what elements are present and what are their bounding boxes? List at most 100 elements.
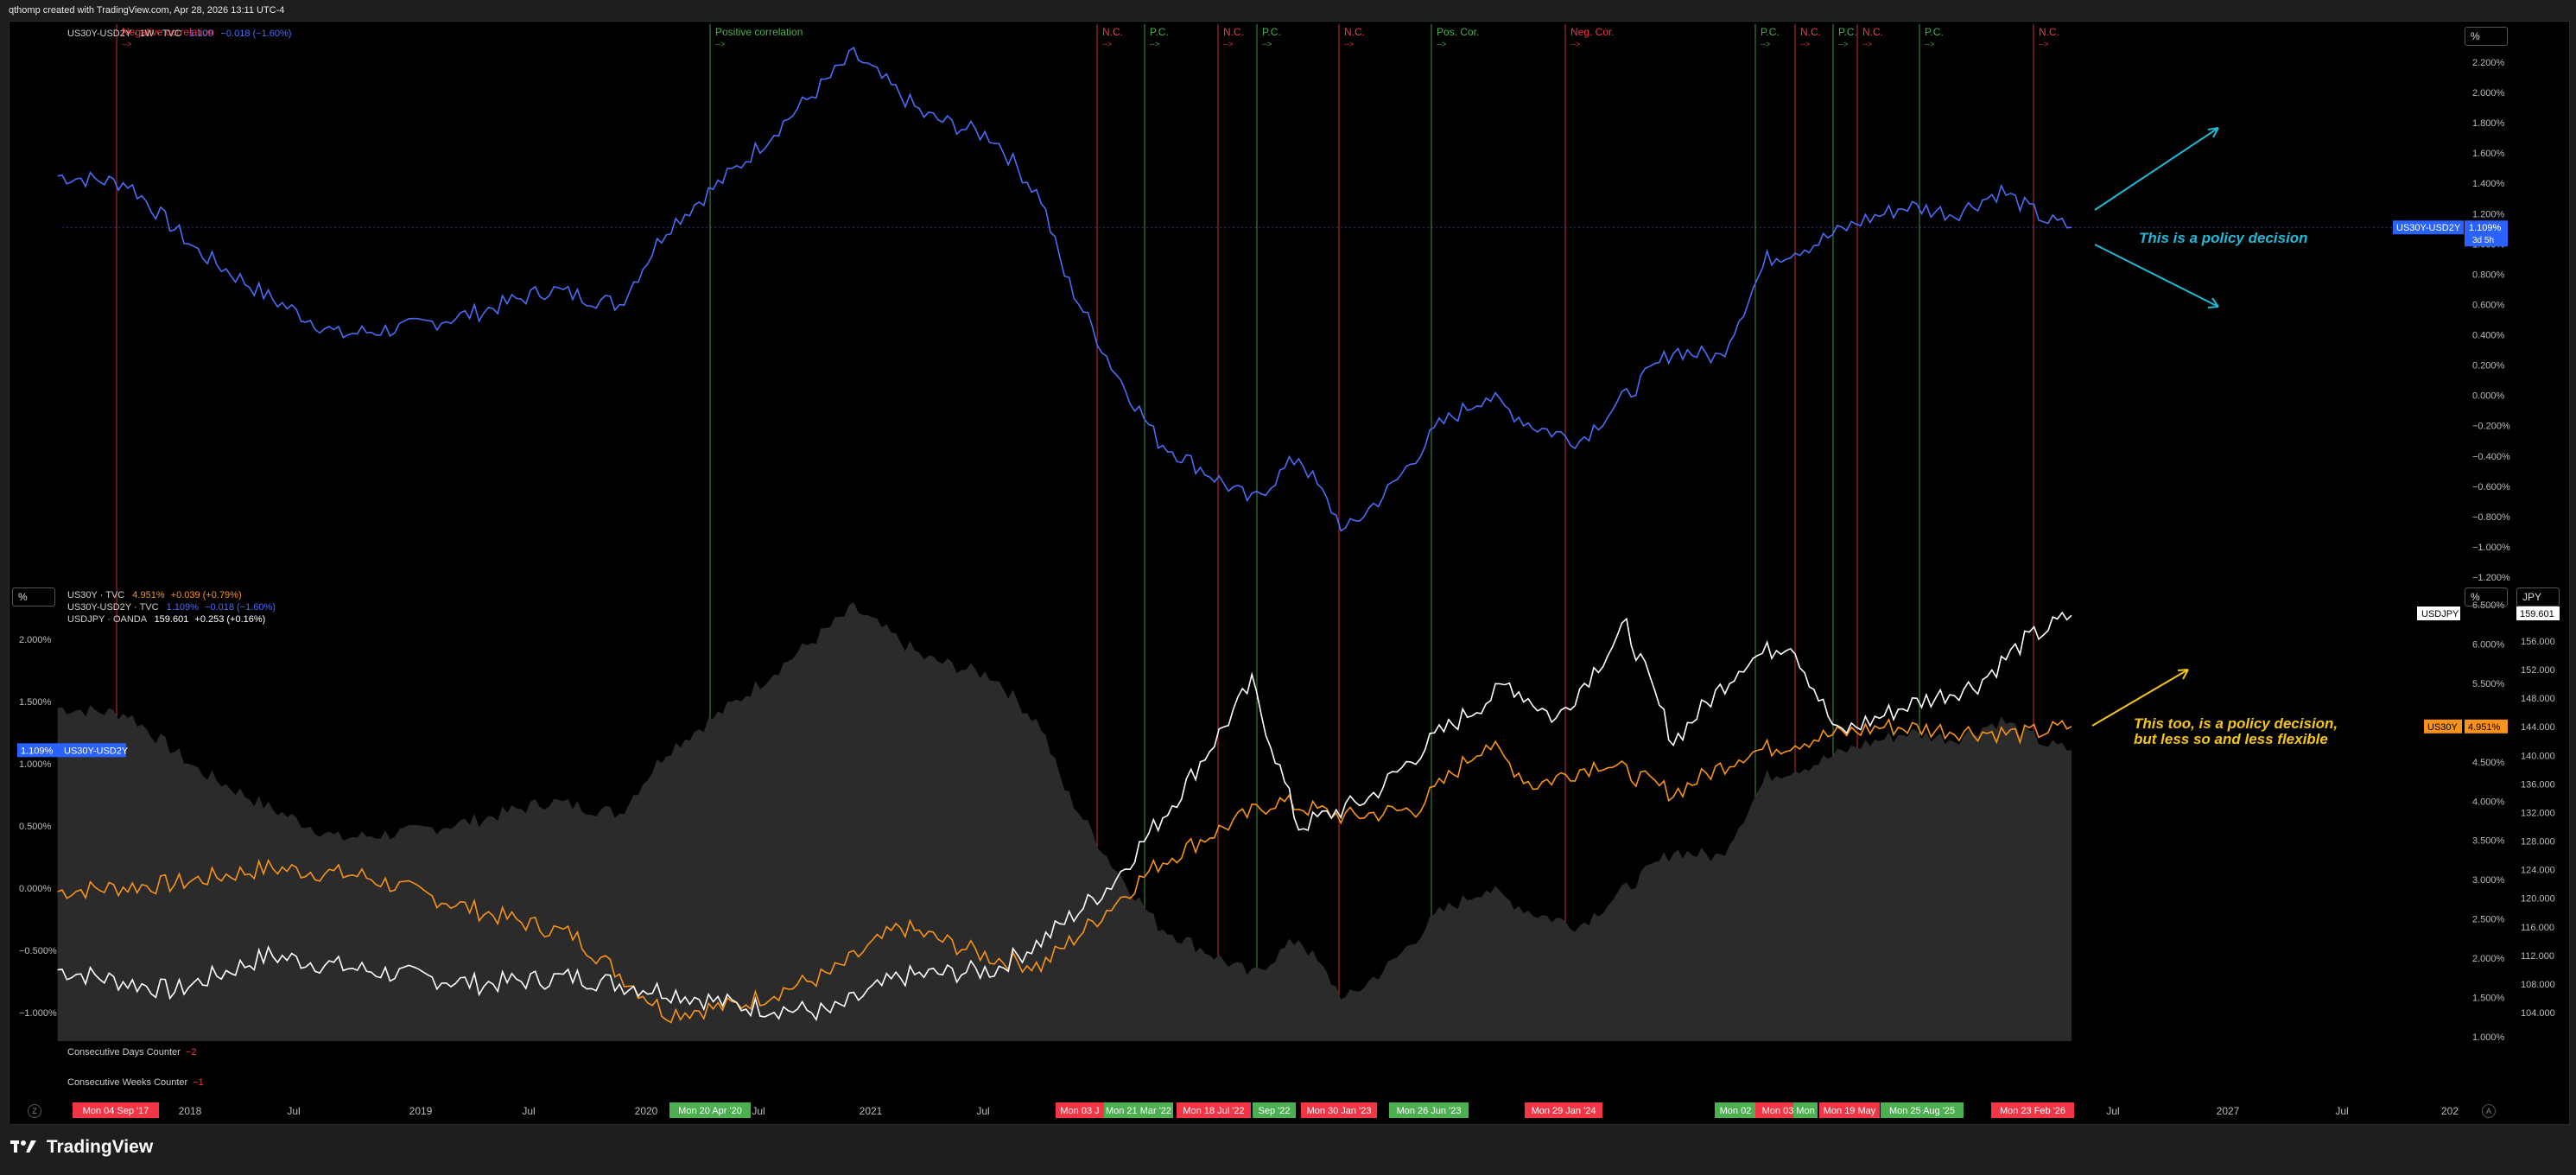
date-tag-bg [669,1102,751,1118]
bottom-left-unit-button[interactable]: % [12,588,55,607]
bottom-legend-row-3: USDJPY · OANDA 159.601 +0.253 (+0.16%) [67,614,266,625]
bottom-right-unit-button[interactable]: % [2465,588,2508,607]
top-axis-label: 0.600% [2472,300,2505,310]
bottom-left-axis-label: 2.000% [19,635,52,645]
bottom-right-pct-label: 4.500% [2472,758,2505,768]
correlation-label: Positive correlation [715,26,803,38]
date-tag: Mon 19 May [1824,1106,1876,1116]
time-axis-label: 2027 [2217,1105,2240,1117]
us30y-tag-bg [2424,719,2462,734]
top-axis-label: 1.200% [2472,209,2505,219]
top-axis-label: 2.000% [2472,88,2505,98]
bottom-right-pct-label: 2.500% [2472,915,2505,925]
chart-header: qthomp created with TradingView.com, Apr… [9,5,285,16]
time-axis-label: Jul [522,1105,535,1117]
date-tag: Mon 18 Jul '22 [1183,1106,1244,1116]
correlation-label: P.C. [1761,26,1780,38]
correlation-label: P.C. [1838,26,1857,38]
date-tag-bg [1104,1102,1173,1118]
annot-arrow-yellow [2091,669,2189,727]
bottom-right-pct-label: 1.500% [2472,994,2505,1004]
correlation-label: N.C. [1102,26,1123,38]
top-axis-label: −0.400% [2472,452,2510,462]
correlation-label: Neg. Cor. [1570,26,1615,38]
bottom-right-pct-label: 5.500% [2472,679,2505,689]
time-axis-label: 2019 [409,1105,433,1117]
date-tag-bg [1177,1102,1251,1118]
date-tag-bg [1301,1102,1377,1118]
spread-tag-label-bg [2393,220,2464,235]
correlation-label: N.C. [2039,26,2059,38]
bottom-right-pct-label: 6.000% [2472,639,2505,650]
bottom-legend-row-1: US30Y · TVC 4.951% +0.039 (+0.79%) [67,590,242,600]
bottom-right-pct-label: 3.000% [2472,875,2505,886]
spread-tag-label: US30Y-USD2Y [2396,223,2461,233]
date-tag: Mon 23 Feb '26 [2000,1106,2065,1116]
time-axis-label: 202 [2441,1105,2459,1117]
usdjpy-tag-label: USDJPY [2421,609,2459,619]
date-tag: Mon 03 [1762,1106,1794,1116]
annotation-line-1: This too, is a policy decision, [2134,715,2338,732]
usdjpy-tag-value: 159.601 [2520,609,2554,619]
correlation-label: P.C. [1262,26,1281,38]
correlation-label: N.C. [1800,26,1821,38]
tradingview-logo: TradingView [10,1137,153,1158]
top-unit-button[interactable]: % [2465,27,2508,46]
date-tag-bg [1991,1102,2074,1118]
bottom-right-jpy-label: 120.000 [2521,894,2555,905]
correlation-arrow: --> [1102,40,1112,48]
bottom-right-jpy-label: 124.000 [2521,866,2555,876]
date-tag: Mon 30 Jan '23 [1307,1106,1372,1116]
correlation-arrow: --> [1262,40,1272,48]
date-tag: Mon 21 Mar '22 [1106,1106,1171,1116]
top-legend: US30Y-USD2Y · 1W · TVC 1.109 −0.018 (−1.… [67,29,292,39]
date-tag: Mon 26 Jun '23 [1397,1106,1462,1116]
bottom-right-jpy-label: 144.000 [2521,722,2555,733]
bottom-right-jpy-label: 128.000 [2521,837,2555,848]
date-tag-bg [1389,1102,1469,1118]
bottom-right-pct-label: 3.500% [2472,836,2505,847]
correlation-arrow: --> [1800,40,1810,48]
top-axis-label: 1.800% [2472,118,2505,129]
annotation-line-2: but less so and less flexible [2134,731,2328,747]
spread-tag-countdown: 3d 5h [2472,236,2494,245]
series-layer [57,46,2462,1024]
top-axis-label: 1.600% [2472,149,2505,159]
correlation-arrow: --> [1150,40,1159,48]
currency-button[interactable]: JPY [2516,588,2560,607]
left-tag-label: US30Y-USD2Y [64,746,129,756]
top-axis-label: −0.200% [2472,422,2510,432]
bottom-right-pct-label: 1.000% [2472,1032,2505,1043]
left-scroll-circle[interactable]: Z [28,1104,41,1118]
us30y-line [57,717,2072,1024]
annot-arrow-down [2094,244,2219,308]
correlation-arrow: --> [1437,40,1446,48]
bottom-right-axis: 6.500%6.000%5.500%5.000%4.500%4.000%3.50… [2472,600,2555,1043]
price-tags: US30Y-USD2Y 1.109% 3d 5h 1.109% US30Y-USD2Y U… [17,220,2560,758]
top-axis-label: −0.600% [2472,482,2510,492]
spread-line [57,46,2072,532]
time-axis-label: 2020 [635,1105,658,1117]
correlation-arrow: --> [1925,40,1934,48]
time-axis-label: Jul [2106,1105,2119,1117]
top-axis-label: −1.200% [2472,573,2510,583]
us30y-value-bg [2465,719,2508,734]
annotations: This is a policy decision This too, is a … [2091,127,2338,747]
bottom-right-jpy-label: 132.000 [2521,808,2555,818]
correlation-arrow: --> [1838,40,1848,48]
usdjpy-value-bg [2516,607,2560,620]
top-axis-label: 0.400% [2472,331,2505,341]
auto-scale-circle[interactable]: A [2482,1104,2496,1118]
top-axis-label: 2.200% [2472,58,2505,68]
correlation-label: N.C. [1344,26,1365,38]
bottom-left-axis-label: 1.000% [19,759,52,770]
bottom-right-jpy-label: 148.000 [2521,694,2555,704]
date-tag-bg [1793,1102,1818,1118]
usdjpy-line [57,611,2072,1022]
bottom-left-axis-label: 0.500% [19,822,52,832]
spread-tag-value-bg [2465,220,2508,247]
time-axis-label: 2021 [860,1105,883,1117]
correlation-label: N.C. [1862,26,1883,38]
date-tag-bg [1525,1102,1602,1118]
